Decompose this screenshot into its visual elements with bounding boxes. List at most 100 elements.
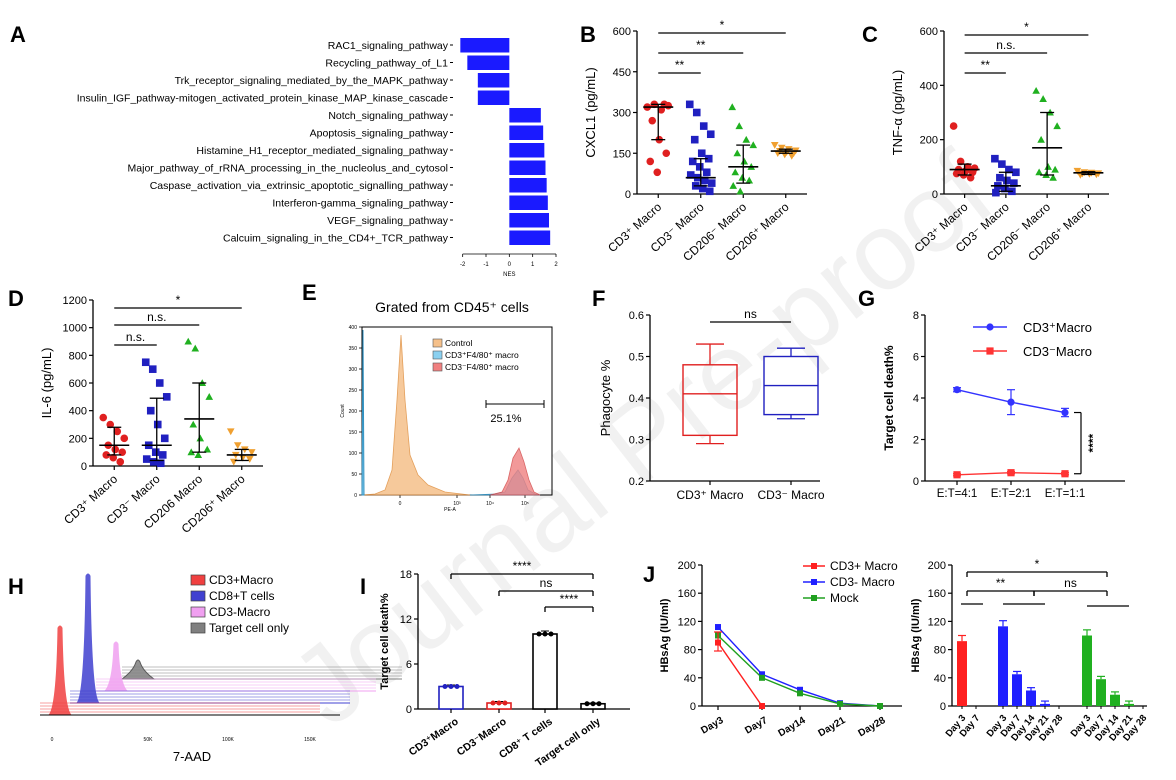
y-axis-label: Target cell death% [882, 345, 896, 450]
y-tick-label: 1000 [63, 323, 87, 335]
nes-bar [509, 143, 545, 158]
y-tick-label: 0.6 [629, 310, 644, 322]
data-point [548, 631, 554, 637]
y-tick-label: 0 [406, 704, 412, 716]
series-line [717, 642, 763, 707]
data-point [99, 413, 108, 422]
histogram-peak [103, 641, 129, 692]
data-point [189, 420, 198, 428]
category-label: CD3⁺ Macro [676, 488, 743, 502]
pathway-label: Histamine_H1_receptor_mediated_signaling… [196, 145, 448, 157]
histogram-control [361, 334, 471, 496]
data-point [448, 684, 454, 689]
y-tick-label: 0 [913, 476, 919, 488]
y-tick-label: 200 [920, 135, 938, 147]
data-point [1032, 86, 1040, 94]
category-label: Day7 [743, 715, 770, 737]
legend-label: CD3+ Macro [830, 559, 898, 573]
x-axis-label: PE-A [444, 507, 456, 513]
data-point [837, 700, 843, 707]
category-label: CD3⁺Macro [407, 716, 461, 759]
y-tick-label: 150 [613, 148, 631, 160]
y-tick-label: 0 [932, 189, 938, 201]
data-point [596, 701, 602, 707]
y-tick-label: 0 [690, 701, 696, 713]
box-iqr [682, 364, 738, 437]
gate-percentage: 25.1% [490, 413, 521, 425]
nes-bar [509, 108, 541, 123]
nes-bar [460, 38, 510, 53]
legend-swatch [190, 574, 206, 586]
pathway-label: Caspase_activation_via_extrinsic_apoptot… [150, 180, 449, 192]
x-tick-label: 1 [531, 262, 535, 268]
significance-label: **** [513, 559, 532, 573]
data-point [952, 169, 961, 178]
x-tick-label: 0 [508, 262, 512, 268]
y-tick-label: 200 [349, 409, 358, 415]
data-point [120, 434, 129, 443]
y-tick-label: 2 [913, 435, 919, 447]
data-point [759, 671, 765, 678]
data-point [1039, 95, 1047, 102]
panel-letter: J [643, 562, 655, 587]
data-point [735, 122, 744, 130]
panel-a: A RAC1_signaling_pathway Recycling_pathway… [10, 22, 558, 278]
data-point [442, 684, 448, 689]
data-point [736, 187, 745, 195]
pathway-label: Apoptosis_signaling_pathway [310, 128, 449, 140]
y-axis-label: TNF-α (pg/mL) [890, 70, 905, 156]
legend-label: Target cell only [209, 621, 289, 635]
data-point [146, 406, 155, 415]
data-point [233, 442, 242, 450]
y-axis-label: Count [340, 404, 346, 418]
x-tick-label: -2 [460, 262, 466, 268]
pathway-label: Recycling_pathway_of_L1 [325, 58, 448, 70]
legend-label: Control [445, 338, 473, 348]
legend-label: CD3⁺Macro [1023, 320, 1092, 335]
data-point [996, 173, 1004, 182]
x-tick-label: 150K [304, 737, 316, 743]
category-label: Day3 [699, 715, 726, 737]
significance-label: ** [696, 38, 706, 52]
significance-label: * [1035, 557, 1040, 571]
data-point [106, 420, 115, 429]
significance-label: ns [540, 576, 553, 590]
data-point [1061, 470, 1069, 478]
data-point [992, 188, 1000, 197]
y-tick-label: 120 [928, 616, 946, 628]
panel-e: E Grated from CD45⁺ cells 0 50 100 150 200 250 3… [302, 280, 553, 513]
y-tick-label: 80 [684, 645, 696, 657]
data-point [702, 168, 711, 177]
panel-letter: F [592, 286, 605, 311]
pathway-label: RAC1_signaling_pathway [328, 40, 449, 52]
data-point [998, 160, 1006, 168]
significance-label: * [720, 18, 725, 32]
data-point [686, 171, 695, 179]
data-point [102, 451, 111, 459]
panel-letter: A [10, 22, 26, 47]
significance-label: **** [1086, 433, 1100, 452]
data-point [1051, 165, 1059, 173]
data-point [705, 187, 714, 196]
data-point [662, 149, 671, 158]
pathway-label: Notch_signaling_pathway [328, 110, 448, 122]
category-label: CD3⁻ Macro [757, 488, 824, 502]
legend-swatch [190, 590, 206, 602]
data-point [1010, 179, 1018, 187]
y-tick-label: 6 [406, 659, 412, 671]
bar [1096, 679, 1106, 706]
data-point [966, 173, 975, 182]
x-tick-label: 10³ [453, 501, 461, 507]
data-point [707, 179, 716, 187]
data-point [695, 163, 704, 171]
data-point [196, 434, 205, 442]
legend-marker [811, 595, 817, 601]
panel-letter: C [862, 22, 878, 47]
significance-label: ** [996, 576, 1006, 590]
data-point [653, 168, 662, 177]
data-point [1044, 163, 1052, 170]
data-point [1007, 398, 1015, 406]
data-point [646, 157, 655, 166]
data-point [759, 674, 765, 681]
data-point [733, 149, 742, 157]
